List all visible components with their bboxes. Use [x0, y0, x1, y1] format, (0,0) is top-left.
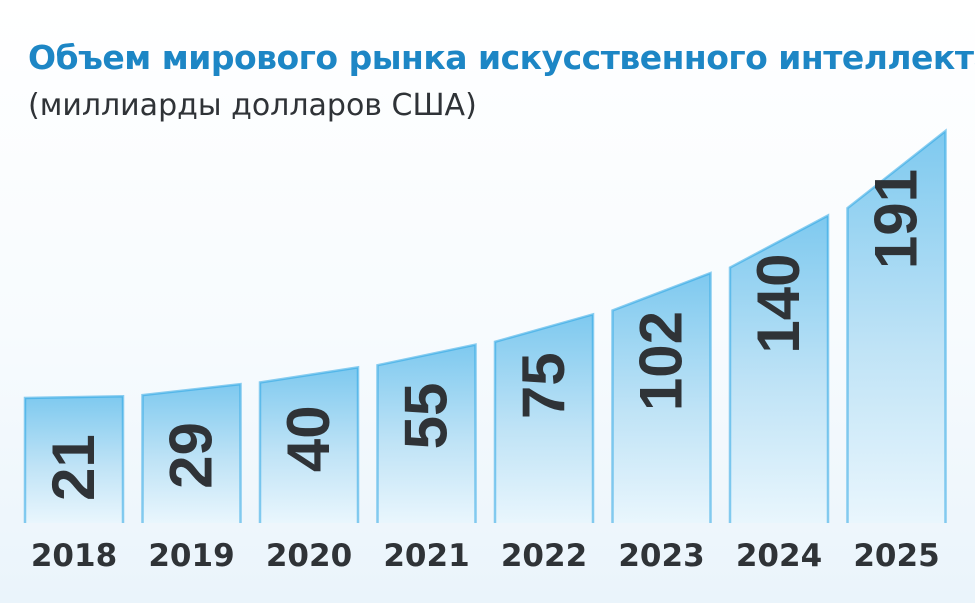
x-tick-label: 2019	[148, 538, 234, 574]
bar-edge-2024	[728, 213, 830, 523]
chart-title: Объем мирового рынка искусственного инте…	[28, 38, 975, 77]
x-tick-label: 2018	[31, 538, 117, 574]
chart-subtitle: (миллиарды долларов США)	[28, 88, 477, 123]
bar-edge-2019	[141, 382, 242, 523]
x-tick-label: 2020	[266, 538, 352, 574]
bar-value-label: 75	[510, 352, 577, 419]
bar-2024	[730, 215, 828, 523]
bar-value-label: 191	[863, 169, 930, 269]
bar-edge-2020	[258, 365, 360, 523]
x-tick-label: 2021	[383, 538, 469, 574]
x-tick-label: 2022	[501, 538, 587, 574]
bar-2022	[495, 314, 593, 523]
bar-edge-2025	[846, 128, 947, 523]
bar-2025	[847, 131, 946, 523]
bar-2019	[142, 384, 241, 523]
bar-edge-2023	[611, 271, 712, 523]
labels-layer: 21 2018 29 2019 40 2020 55 2021 75 2022 102 2023 140…	[31, 169, 940, 574]
bar-2020	[260, 367, 358, 523]
bar-value-label: 29	[158, 422, 225, 489]
x-tick-label: 2023	[618, 538, 704, 574]
bar-2018	[25, 396, 123, 523]
bar-value-label: 21	[40, 434, 107, 501]
bar-value-label: 102	[628, 311, 695, 411]
bar-edge-2022	[493, 312, 595, 523]
x-tick-label: 2024	[736, 538, 822, 574]
x-tick-label: 2025	[853, 538, 939, 574]
bars-layer	[23, 128, 947, 523]
bar-2023	[612, 273, 711, 523]
bar-2021	[377, 344, 476, 523]
bar-edge-2021	[376, 343, 477, 523]
bar-value-label: 40	[275, 405, 342, 472]
bar-value-label: 55	[393, 383, 460, 450]
bar-value-label: 140	[745, 253, 812, 353]
bar-edge-2018	[23, 394, 125, 523]
